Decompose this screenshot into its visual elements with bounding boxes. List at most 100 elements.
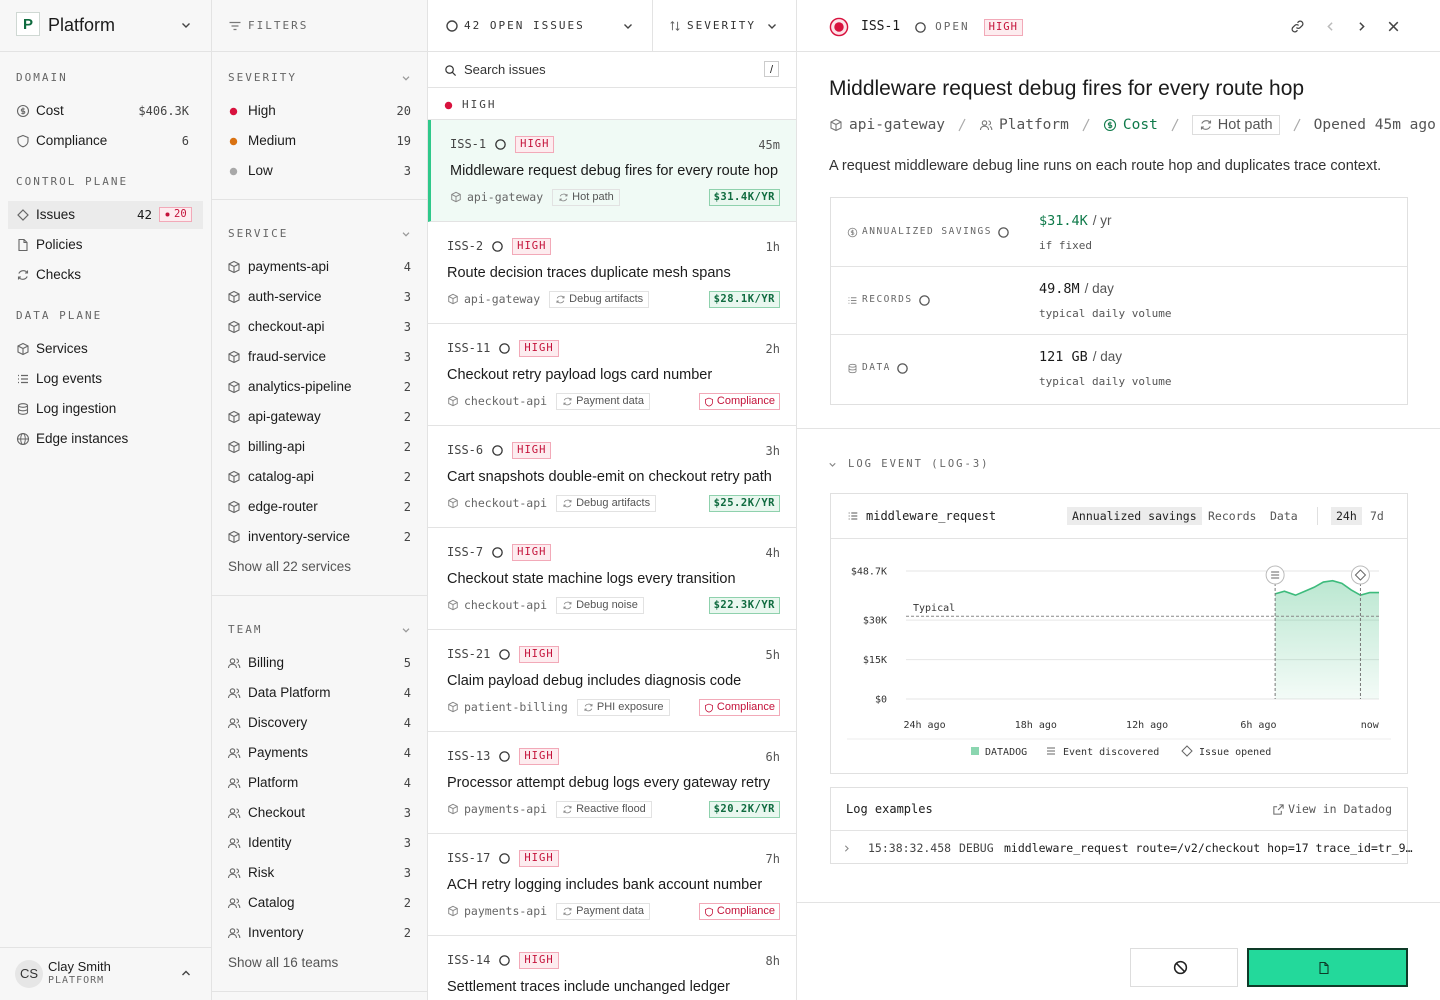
divider [831,830,1407,831]
filter-label: High [248,103,276,118]
icon-shape [563,397,572,405]
issue-row[interactable]: ISS-1 HIGH 45m Middleware request debug fir… [428,120,796,222]
icon-shape [499,750,511,762]
icon-shape [228,500,240,514]
show-more[interactable]: Show all 22 services [228,559,352,574]
nav-label: Policies [36,237,83,252]
compliance-text: Compliance [716,395,775,407]
detail-title: Middleware request debug fires for every… [829,77,1305,100]
separator-line [1293,118,1301,132]
icon[interactable] [1290,19,1305,34]
typical-label: Typical [913,603,955,614]
issue-head: ISS-17 HIGH [447,849,559,867]
metric-tab[interactable]: Data [1270,509,1298,523]
marker-icon [1354,569,1367,581]
metric-tab[interactable]: Records [1208,509,1257,523]
icon [499,954,511,966]
issue-row[interactable]: ISS-14 HIGH 8h Settlement traces include un… [428,936,796,1000]
savings-badge: $22.3K/YR [708,597,780,614]
issue-head: ISS-1 HIGH [450,135,555,153]
icon-shape [495,138,506,150]
icon [848,512,858,520]
icon-shape [227,868,241,879]
icon-shape [227,838,241,849]
nav-badge: 20 [159,207,192,222]
filter-label: billing-api [248,439,306,454]
issue-detail: ISS-1 OPEN HIGH Middleware request debug fi… [797,0,1440,1000]
legend-icon [1047,747,1055,755]
icon-shape [402,628,410,633]
icon-shape [563,601,572,609]
issue-title: Route decision traces duplicate mesh spa… [447,265,731,281]
x-tick-label: 24h ago [903,720,945,731]
filter-label: Catalog [248,895,295,910]
icon-shape [448,497,458,509]
icon-shape [18,238,28,252]
issue-row[interactable]: ISS-7 HIGH 4h Checkout state machine logs e… [428,528,796,630]
metric-tab[interactable]: Annualized savings [1067,507,1202,525]
icon [17,403,29,415]
icon-shape [768,24,776,29]
icon [448,905,458,917]
issue-row[interactable]: ISS-17 HIGH 7h ACH retry logging includes b… [428,834,796,936]
divider [212,199,427,200]
icon [704,703,713,713]
issue-list: 42 OPEN ISSUES SEVERITY Search issues / HIGH… [428,0,797,1000]
org-name: Platform [48,15,116,35]
icon-shape [17,403,29,408]
icon-shape [1319,961,1329,974]
deploy-button[interactable] [1247,948,1408,987]
filter-group-title: TEAM [228,623,263,636]
icon [17,270,29,280]
view-in-datadog[interactable]: View in Datadog [1288,802,1392,816]
issue-row[interactable]: ISS-13 HIGH 6h Processor attempt debug logs… [428,732,796,834]
divider [797,902,1440,903]
icon [445,64,457,76]
issue-row[interactable]: ISS-6 HIGH 3h Cart snapshots double-emit on… [428,426,796,528]
icon [228,350,240,364]
filter-label: Checkout [248,805,306,820]
icon [451,191,461,203]
icon-shape [402,76,410,81]
icon-shape [847,227,858,237]
icon [448,395,458,407]
icon-shape [998,226,1009,238]
filter-label: fraud-service [248,349,327,364]
issue-id: ISS-21 [447,647,491,661]
icon [830,118,842,132]
issue-id: ISS-2 [447,239,484,253]
range-tab[interactable]: 7d [1370,509,1384,523]
legend-label: Issue opened [1199,747,1271,758]
sort-label: SEVERITY [687,19,756,32]
issue-age: 6h [765,750,780,764]
filter-label: Risk [248,865,275,880]
divider [212,991,427,992]
filter-group-title: SERVICE [228,227,289,240]
icon[interactable] [179,18,193,32]
show-more[interactable]: Show all 16 teams [228,955,339,970]
ignore-button[interactable] [1130,948,1238,987]
icon [897,362,908,374]
icon[interactable] [1354,19,1369,34]
icon[interactable] [1386,19,1401,34]
icon[interactable] [1323,19,1338,34]
icon [227,898,241,909]
issue-row[interactable]: ISS-11 HIGH 2h Checkout retry payload logs … [428,324,796,426]
range-tab[interactable]: 24h [1331,507,1362,525]
section-title: CONTROL PLANE [16,175,129,188]
icon-shape [16,104,30,118]
divider [831,538,1407,539]
bc-team: Platform [999,117,1069,133]
icon-shape [1327,21,1333,31]
filter-count: 19 [396,134,411,148]
issue-row[interactable]: ISS-21 HIGH 5h Claim payload debug includes… [428,630,796,732]
nav-value: $406.3K [138,104,189,118]
icon [229,21,241,31]
issue-row[interactable]: ISS-2 HIGH 1h Route decision traces duplica… [428,222,796,324]
filter-label: edge-router [248,499,318,514]
icon-shape [227,658,241,669]
issue-meta: patient-billing PHI exposure [447,698,670,716]
issue-head: ISS-14 HIGH [447,951,559,969]
icon [915,21,926,33]
issue-meta: api-gateway Debug artifacts [447,290,650,308]
